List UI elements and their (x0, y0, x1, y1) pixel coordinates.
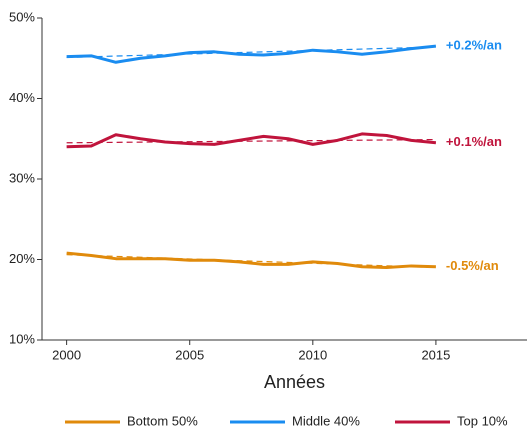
y-tick-label: 30% (9, 170, 35, 185)
annotation: -0.5%/an (446, 258, 499, 273)
trend-line (66, 46, 436, 59)
x-tick-label: 2015 (421, 347, 450, 362)
y-tick-label: 10% (9, 331, 35, 346)
x-tick-label: 2005 (175, 347, 204, 362)
legend-label: Bottom 50% (127, 413, 198, 428)
annotation: +0.2%/an (446, 38, 502, 53)
annotation: +0.1%/an (446, 134, 502, 149)
line (66, 132, 437, 149)
x-tick-label: 2000 (52, 347, 81, 362)
x-axis-label: Années (264, 372, 325, 392)
trend-line (66, 138, 436, 144)
y-tick-label: 50% (9, 9, 35, 24)
x-tick-label: 2010 (298, 347, 327, 362)
legend-label: Middle 40% (292, 413, 360, 428)
trend-line (66, 254, 436, 269)
legend-label: Top 10% (457, 413, 508, 428)
y-tick-label: 40% (9, 90, 35, 105)
y-tick-label: 20% (9, 251, 35, 266)
line (66, 44, 437, 64)
line (66, 251, 436, 270)
